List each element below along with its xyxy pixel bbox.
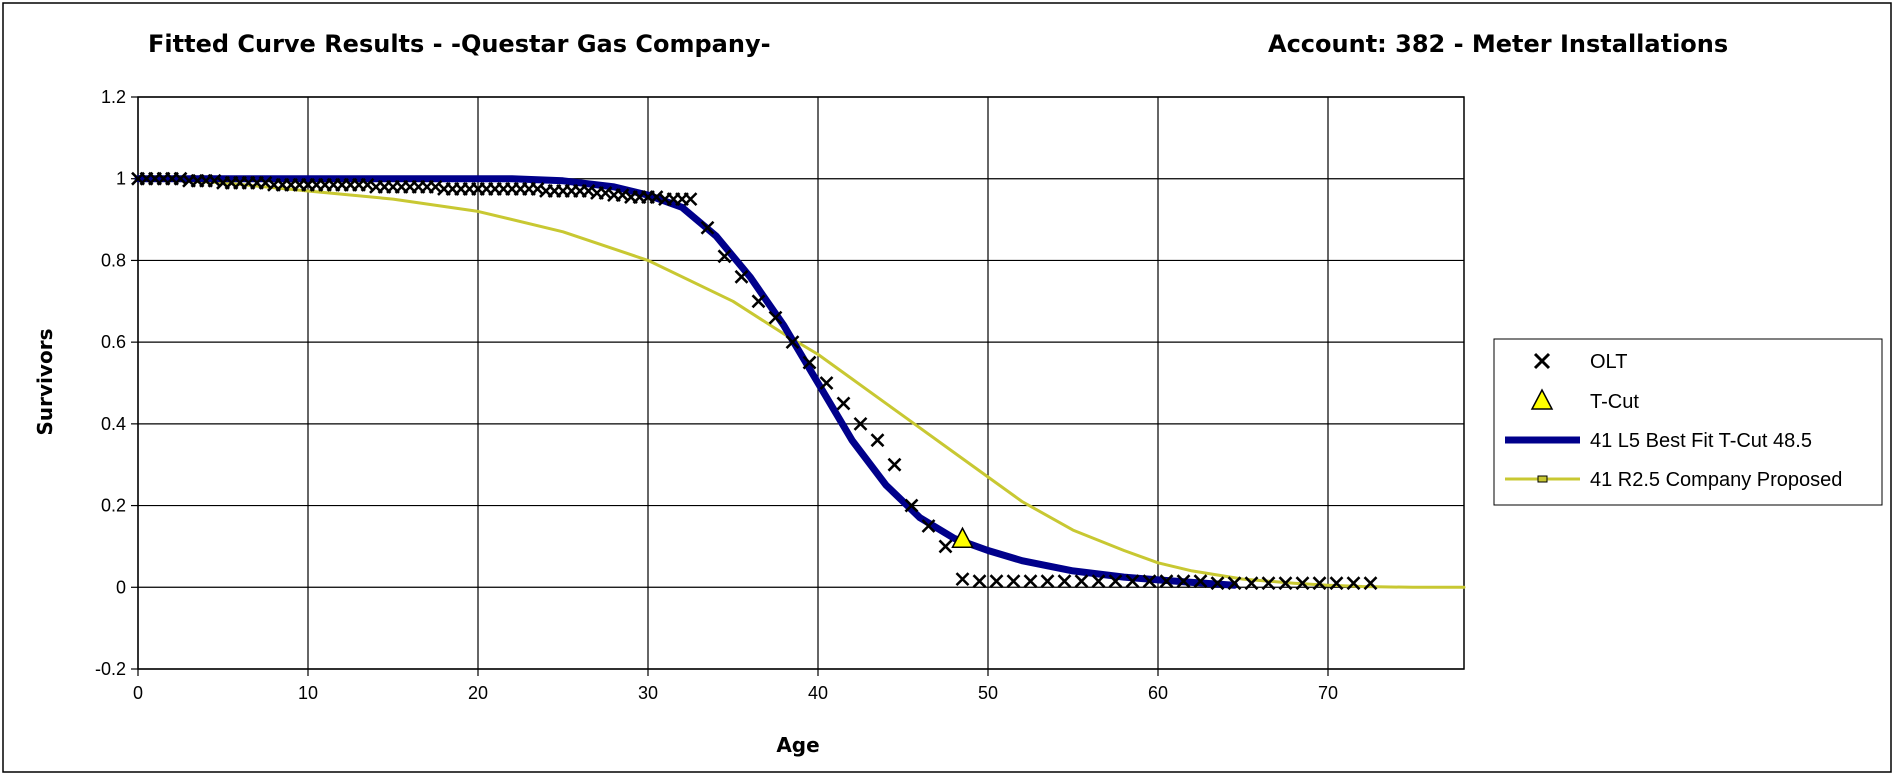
olt-point [1006, 574, 1021, 589]
olt-point [836, 396, 851, 411]
y-tick-label: 1 [116, 169, 126, 189]
legend-r25-marker-icon [1537, 475, 1548, 483]
olt-point [1142, 574, 1157, 589]
grid-lines [137, 96, 1464, 670]
x-axis-ticks: 0 10 20 30 40 50 60 70 [133, 669, 1338, 703]
olt-point [1244, 576, 1259, 591]
olt-point [751, 294, 766, 309]
legend-entry-l5: 41 L5 Best Fit T-Cut 48.5 [1505, 430, 1812, 452]
account-label: Account: 382 - Meter Installations [1268, 30, 1728, 58]
olt-point [904, 498, 919, 513]
olt-point [683, 192, 698, 207]
olt-point [1023, 574, 1038, 589]
olt-point [1040, 574, 1055, 589]
olt-point [734, 269, 749, 284]
y-tick-label: 0 [116, 577, 126, 597]
series-l5-best-fit-line [134, 175, 1238, 589]
olt-point [1261, 576, 1276, 591]
series-layer [131, 171, 1466, 591]
olt-point [972, 574, 987, 589]
y-tick-label: 0.4 [101, 414, 126, 434]
plot-frame [137, 96, 1465, 670]
olt-point [955, 572, 970, 587]
olt-point [1227, 576, 1242, 591]
olt-point [1346, 576, 1361, 591]
olt-point [853, 416, 868, 431]
olt-point [1312, 576, 1327, 591]
legend-entry-tcut: T-Cut [1530, 388, 1639, 413]
olt-point [870, 433, 885, 448]
olt-point [1125, 574, 1140, 589]
legend-entry-olt: OLT [1533, 351, 1627, 373]
legend-label-l5: 41 L5 Best Fit T-Cut 48.5 [1590, 430, 1812, 452]
legend-label-tcut: T-Cut [1590, 391, 1639, 413]
olt-point [785, 335, 800, 350]
olt-point [768, 310, 783, 325]
x-tick-label: 70 [1318, 683, 1338, 703]
x-tick-label: 60 [1148, 683, 1168, 703]
y-tick-label: 0.6 [101, 332, 126, 352]
olt-point [1108, 574, 1123, 589]
olt-point [989, 574, 1004, 589]
tcut-point [951, 526, 974, 549]
olt-point [1329, 576, 1344, 591]
legend: OLT T-Cut 41 L5 Best Fit T-Cut 48.5 41 R… [1493, 338, 1883, 506]
olt-point [1176, 574, 1191, 589]
series-olt-points [131, 171, 1378, 591]
x-tick-label: 10 [298, 683, 318, 703]
x-tick-label: 0 [133, 683, 143, 703]
legend-label-olt: OLT [1590, 351, 1627, 373]
y-axis-ticks: -0.2 0 0.2 0.4 0.6 0.8 1 1.2 [95, 87, 138, 679]
y-tick-label: 0.8 [101, 250, 126, 270]
x-tick-label: 30 [638, 683, 658, 703]
olt-point [1159, 574, 1174, 589]
x-tick-label: 50 [978, 683, 998, 703]
olt-point [802, 355, 817, 370]
y-axis-label: Survivors [33, 329, 57, 436]
legend-label-r25: 41 R2.5 Company Proposed [1590, 469, 1842, 491]
olt-point [1193, 574, 1208, 589]
legend-triangle-marker-icon [1530, 388, 1554, 410]
olt-point [1363, 576, 1378, 591]
x-axis-label: Age [776, 733, 819, 757]
legend-box [1493, 338, 1883, 506]
y-tick-label: 0.2 [101, 496, 126, 516]
y-tick-label: 1.2 [101, 87, 126, 107]
olt-point [921, 519, 936, 533]
series-r25-company-proposed-line [136, 177, 1466, 589]
olt-point [1210, 576, 1225, 591]
x-tick-label: 40 [808, 683, 828, 703]
olt-point [1091, 574, 1106, 589]
olt-point [700, 220, 715, 235]
x-tick-label: 20 [468, 683, 488, 703]
y-tick-label: -0.2 [95, 659, 126, 679]
olt-point [938, 539, 953, 554]
olt-point [717, 249, 732, 264]
olt-point [1278, 576, 1293, 591]
legend-x-marker-icon [1533, 352, 1551, 370]
olt-point [1057, 574, 1072, 589]
chart-title: Fitted Curve Results - -Questar Gas Comp… [148, 30, 771, 58]
legend-entry-r25: 41 R2.5 Company Proposed [1505, 469, 1842, 491]
olt-point [1074, 574, 1089, 589]
plot-area [137, 96, 1465, 670]
olt-point [887, 457, 902, 472]
olt-point [819, 376, 834, 390]
olt-point [1295, 576, 1310, 591]
